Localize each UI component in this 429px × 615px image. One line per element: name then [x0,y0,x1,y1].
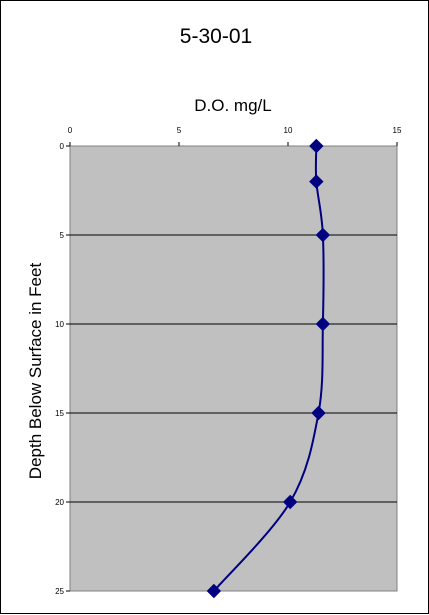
data-point-depth-2 [309,174,324,189]
plot-area [69,145,398,592]
data-point-depth-5 [315,227,331,243]
y-tick-label-25: 25 [55,587,64,596]
y-tick-label-20: 20 [55,498,64,507]
y-tick-label-10: 10 [55,320,64,329]
x-tick-label-5: 5 [177,126,182,135]
y-tick-label-15: 15 [55,409,64,418]
y-tick-label-5: 5 [60,231,65,240]
data-point-depth-15 [311,405,326,421]
x-axis-title: D.O. mg/L [194,96,271,115]
data-point-depth-25 [206,583,222,599]
y-tick-label-0: 0 [60,142,65,151]
grid-lines [70,234,397,503]
data-point-depth-10 [315,316,331,332]
x-tick-label-15: 15 [393,126,402,135]
x-tick-label-0: 0 [68,126,73,135]
axis-ticks: 0 5 10 15 20 25 0 5 10 15 [55,126,402,596]
data-point-depth-20 [282,494,298,510]
data-series [206,138,331,599]
y-axis-title: Depth Below Surface in Feet [26,263,45,480]
chart-title: 5-30-01 [180,25,252,48]
data-point-depth-0 [309,138,324,154]
x-tick-label-10: 10 [284,126,293,135]
